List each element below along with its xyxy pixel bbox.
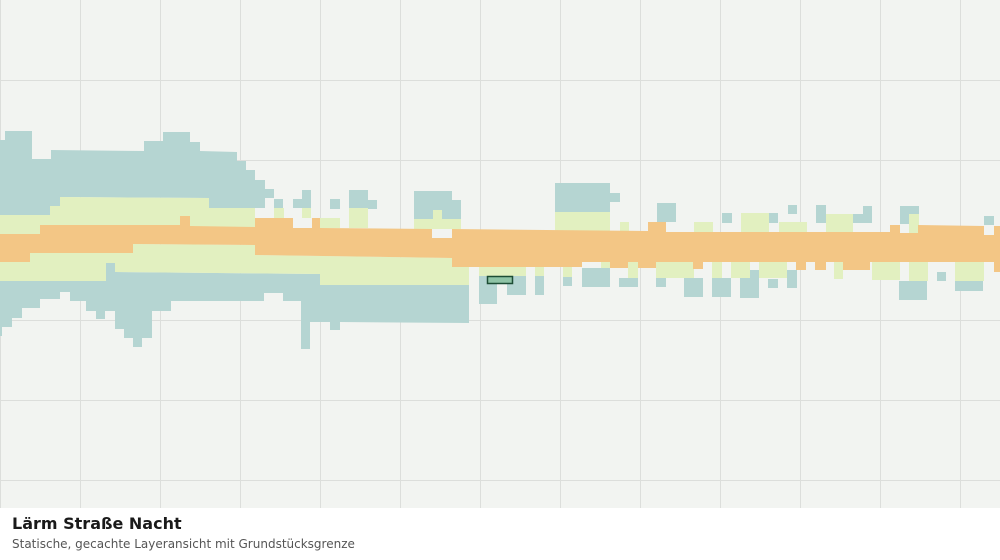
map-subtitle: Statische, gecachte Layeransicht mit Gru… [12,537,355,551]
caption-panel: Lärm Straße Nacht Statische, gecachte La… [0,508,1000,560]
map [0,0,1000,508]
parcel-boundary [486,275,514,285]
noise-teal [0,131,994,349]
map-title: Lärm Straße Nacht [12,514,182,533]
noise-orange [0,216,1000,272]
noise-green [0,197,984,285]
